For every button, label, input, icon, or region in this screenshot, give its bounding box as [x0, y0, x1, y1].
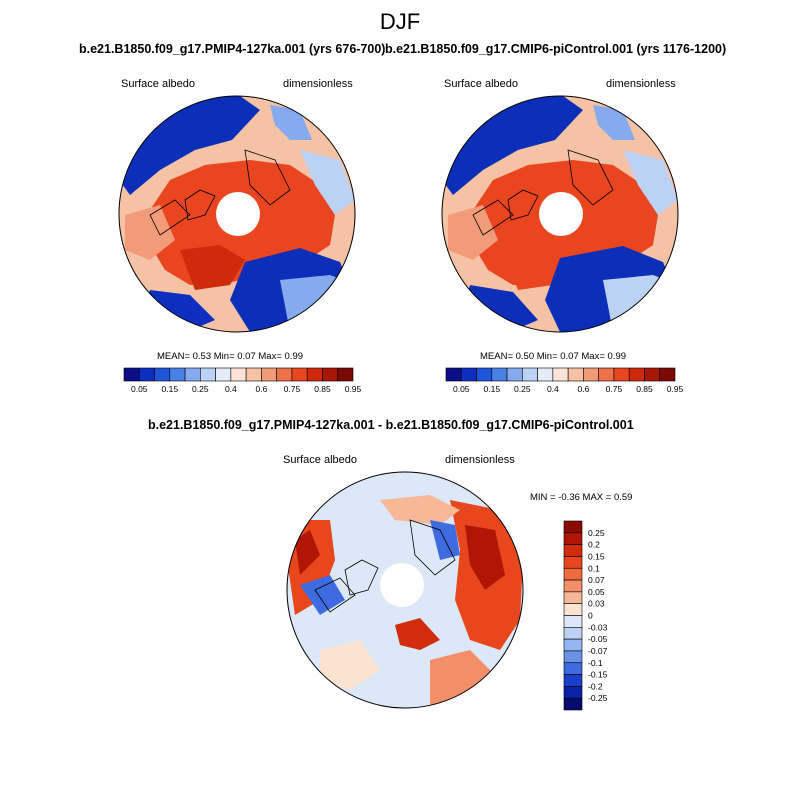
panel2-stats: MEAN= 0.50 Min= 0.07 Max= 0.99	[480, 351, 627, 362]
panel1-colorbar-swatch	[184, 367, 201, 382]
panel2-colorbar-swatch	[476, 367, 493, 382]
diff-colorbar-tick-label: 0	[588, 611, 593, 621]
diff-panel-title: b.e21.B1850.f09_g17.PMIP4-127ka.001 - b.…	[148, 418, 634, 432]
panel2-colorbar-swatch	[659, 367, 676, 382]
panel2-colorbar-swatch	[628, 367, 645, 382]
diff-colorbar-tick-label: 0.1	[588, 563, 600, 573]
panel2-units-label: dimensionless	[606, 78, 676, 90]
diff-colorbar-swatch	[563, 697, 583, 711]
diff-colorbar-swatch	[563, 532, 583, 545]
panel2-colorbar-tick-label: 0.4	[547, 384, 559, 394]
diff-colorbar-swatch	[563, 662, 583, 675]
panel2-colorbar-swatch	[460, 367, 477, 382]
panel1-colorbar-tick-label: 0.05	[131, 384, 148, 394]
diff-colorbar-tick-label: 0.25	[588, 528, 605, 538]
diff-colorbar-tick-label: 0.2	[588, 540, 600, 550]
panel1-variable-label: Surface albedo	[121, 78, 195, 90]
panel1-colorbar-tick-label: 0.75	[284, 384, 301, 394]
panel2-colorbar-swatch	[537, 367, 554, 382]
panel1-colorbar-swatch	[245, 367, 262, 382]
panel1-colorbar-swatch	[169, 367, 186, 382]
diff-polar-map	[287, 472, 523, 708]
diff-colorbar-tick-label: -0.25	[588, 693, 608, 703]
diff-colorbar-tick-label: 0.05	[588, 587, 605, 597]
panel2-colorbar-swatch	[552, 367, 569, 382]
panel1-colorbar-tick-label: 0.4	[225, 384, 237, 394]
diff-colorbar-swatch	[563, 638, 583, 652]
diff-colorbar-swatch	[563, 579, 583, 593]
panel1-colorbar-swatch	[276, 367, 293, 382]
panel2-colorbar: 0.05 0.15 0.25 0.4 0.6 0.75 0.85 0.95	[445, 367, 684, 394]
panel1-colorbar-swatch	[138, 367, 155, 382]
diff-colorbar-tick-label: -0.03	[588, 622, 608, 632]
panel1-colorbar: 0.05 0.15 0.25 0.4 0.6 0.75 0.85 0.95	[123, 367, 362, 394]
diff-colorbar-tick-label: -0.05	[588, 634, 608, 644]
diff-colorbar-swatch	[563, 520, 583, 534]
diff-colorbar-swatch	[563, 603, 583, 616]
diff-colorbar-tick-label: 0.15	[588, 551, 605, 561]
diff-colorbar-swatch	[563, 567, 583, 581]
season-title: DJF	[379, 9, 421, 34]
panel2-colorbar-tick-label: 0.05	[453, 384, 470, 394]
panel2-colorbar-tick-label: 0.15	[484, 384, 501, 394]
diff-colorbar-swatch	[563, 591, 583, 604]
panel2-colorbar-tick-label: 0.85	[636, 384, 653, 394]
panel1-colorbar-swatch	[291, 367, 308, 382]
panel2-colorbar-swatch	[613, 367, 630, 382]
panel2-colorbar-swatch	[491, 367, 508, 382]
diff-colorbar-swatch	[563, 544, 583, 557]
panel1-colorbar-swatch	[337, 367, 354, 382]
panel1-colorbar-swatch	[230, 367, 247, 382]
panel2-colorbar-swatch	[445, 367, 462, 382]
diff-colorbar-swatch	[563, 674, 583, 687]
panel1-colorbar-swatch	[123, 367, 140, 382]
panel2-colorbar-swatch	[583, 367, 599, 382]
panel2-colorbar-swatch	[598, 367, 615, 382]
panel1-title: b.e21.B1850.f09_g17.PMIP4-127ka.001 (yrs…	[79, 42, 386, 56]
diff-colorbar-swatch	[563, 615, 583, 628]
panel1-colorbar-tick-label: 0.15	[162, 384, 179, 394]
panel2-variable-label: Surface albedo	[444, 78, 518, 90]
panel2-colorbar-tick-label: 0.95	[667, 384, 684, 394]
panel2-colorbar-swatch	[567, 367, 584, 382]
panel1-polar-map	[119, 96, 355, 332]
diff-colorbar-tick-label: 0.07	[588, 575, 605, 585]
panel2-colorbar-tick-label: 0.6	[577, 384, 589, 394]
diff-variable-label: Surface albedo	[283, 454, 357, 466]
diff-colorbar-swatch	[563, 627, 583, 640]
panel2-colorbar-tick-label: 0.25	[514, 384, 531, 394]
panel1-colorbar-swatch	[200, 367, 216, 382]
panel1-colorbar-swatch	[215, 367, 232, 382]
panel1-colorbar-swatch	[306, 367, 323, 382]
panel2-colorbar-swatch	[506, 367, 523, 382]
diff-units-label: dimensionless	[445, 454, 515, 466]
diff-colorbar-tick-label: 0.03	[588, 599, 605, 609]
panel2-colorbar-swatch	[522, 367, 538, 382]
panel1-stats: MEAN= 0.53 Min= 0.07 Max= 0.99	[157, 351, 304, 362]
panel1-colorbar-tick-label: 0.6	[255, 384, 267, 394]
panel1-colorbar-swatch	[261, 367, 277, 382]
panel2-polar-map	[442, 96, 678, 332]
panel2-title: b.e21.B1850.f09_g17.CMIP6-piControl.001 …	[385, 42, 727, 56]
panel1-colorbar-swatch	[154, 367, 171, 382]
panel2-colorbar-tick-label: 0.75	[606, 384, 623, 394]
panel2-colorbar-swatch	[644, 367, 661, 382]
panel1-colorbar-swatch	[322, 367, 339, 382]
diff-colorbar-tick-label: -0.07	[588, 646, 608, 656]
panel1-units-label: dimensionless	[283, 78, 353, 90]
panel1-colorbar-tick-label: 0.85	[314, 384, 331, 394]
diff-minmax: MIN = -0.36 MAX = 0.59	[530, 492, 633, 503]
diff-colorbar-tick-label: -0.2	[588, 681, 603, 691]
diff-colorbar-tick-label: -0.15	[588, 670, 608, 680]
diff-colorbar: 0.25 0.20.15 0.1 0.07 0.05 0.03 0-0.03 -0.05 -0.…	[563, 520, 608, 711]
panel1-colorbar-tick-label: 0.95	[345, 384, 362, 394]
diff-colorbar-tick-label: -0.1	[588, 658, 603, 668]
panel1-colorbar-tick-label: 0.25	[192, 384, 209, 394]
diff-colorbar-swatch	[563, 650, 583, 664]
diff-colorbar-swatch	[563, 686, 583, 699]
diff-colorbar-swatch	[563, 556, 583, 569]
